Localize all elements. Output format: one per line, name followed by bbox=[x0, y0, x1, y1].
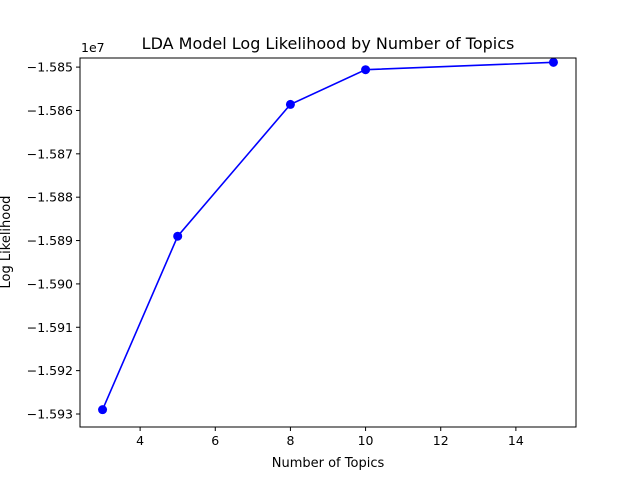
x-axis-ticks: 4 6 8 10 12 14 bbox=[136, 427, 524, 448]
y-tick-label: −1.591 bbox=[27, 320, 73, 335]
y-axis-offset-text: 1e7 bbox=[81, 40, 105, 55]
data-point-marker bbox=[173, 231, 183, 241]
series-line bbox=[101, 61, 554, 410]
x-tick-label: 6 bbox=[211, 433, 219, 448]
y-tick-label: −1.586 bbox=[27, 103, 73, 118]
data-point-marker bbox=[548, 57, 558, 67]
data-point-marker bbox=[361, 65, 371, 75]
x-axis-label: Number of Topics bbox=[272, 456, 385, 471]
y-tick-label: −1.590 bbox=[27, 276, 73, 291]
y-axis-ticks: −1.593 −1.592 −1.591 −1.590 −1.589 −1.588 −1.5… bbox=[27, 60, 80, 421]
y-tick-label: −1.593 bbox=[27, 406, 73, 421]
chart-title: LDA Model Log Likelihood by Number of To… bbox=[142, 34, 515, 53]
y-tick-label: −1.588 bbox=[27, 190, 73, 205]
x-tick-label: 4 bbox=[136, 433, 144, 448]
y-tick-label: −1.587 bbox=[27, 146, 73, 161]
x-tick-label: 12 bbox=[433, 433, 449, 448]
series-layer bbox=[98, 57, 558, 415]
plot-area-frame bbox=[79, 57, 577, 428]
x-tick-label: 14 bbox=[508, 433, 524, 448]
x-tick-label: 10 bbox=[358, 433, 374, 448]
y-axis-label: Log Likelihood bbox=[0, 196, 14, 289]
x-tick-label: 8 bbox=[286, 433, 294, 448]
y-tick-label: −1.592 bbox=[27, 363, 73, 378]
data-point-marker bbox=[285, 99, 295, 109]
y-tick-label: −1.589 bbox=[27, 233, 73, 248]
y-tick-label: −1.585 bbox=[27, 60, 73, 75]
data-point-marker bbox=[98, 405, 108, 415]
